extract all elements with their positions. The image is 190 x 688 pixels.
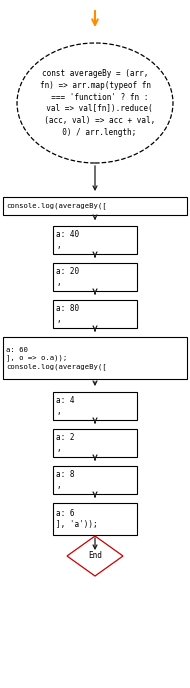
- Ellipse shape: [17, 43, 173, 163]
- Text: a: 8
,: a: 8 ,: [56, 470, 74, 491]
- Text: a: 4
,: a: 4 ,: [56, 396, 74, 416]
- FancyBboxPatch shape: [53, 503, 137, 535]
- Text: a: 20
,: a: 20 ,: [56, 267, 79, 287]
- Text: a: 60
], o => o.a));
console.log(averageBy([: a: 60 ], o => o.a)); console.log(average…: [6, 347, 107, 369]
- Polygon shape: [67, 536, 123, 576]
- Text: const averageBy = (arr,
fn) => arr.map(typeof fn
  === 'function' ? fn :
  val =: const averageBy = (arr, fn) => arr.map(t…: [35, 69, 155, 137]
- Text: a: 80
,: a: 80 ,: [56, 304, 79, 324]
- FancyBboxPatch shape: [3, 337, 187, 379]
- FancyBboxPatch shape: [53, 392, 137, 420]
- FancyBboxPatch shape: [53, 466, 137, 494]
- Text: a: 2
,: a: 2 ,: [56, 433, 74, 453]
- FancyBboxPatch shape: [53, 300, 137, 328]
- FancyBboxPatch shape: [53, 263, 137, 291]
- Text: a: 6
], 'a'));: a: 6 ], 'a'));: [56, 508, 98, 529]
- Text: End: End: [88, 552, 102, 561]
- FancyBboxPatch shape: [53, 429, 137, 457]
- FancyBboxPatch shape: [53, 226, 137, 254]
- Text: console.log(averageBy([: console.log(averageBy([: [6, 203, 107, 209]
- FancyBboxPatch shape: [3, 197, 187, 215]
- Text: a: 40
,: a: 40 ,: [56, 230, 79, 250]
